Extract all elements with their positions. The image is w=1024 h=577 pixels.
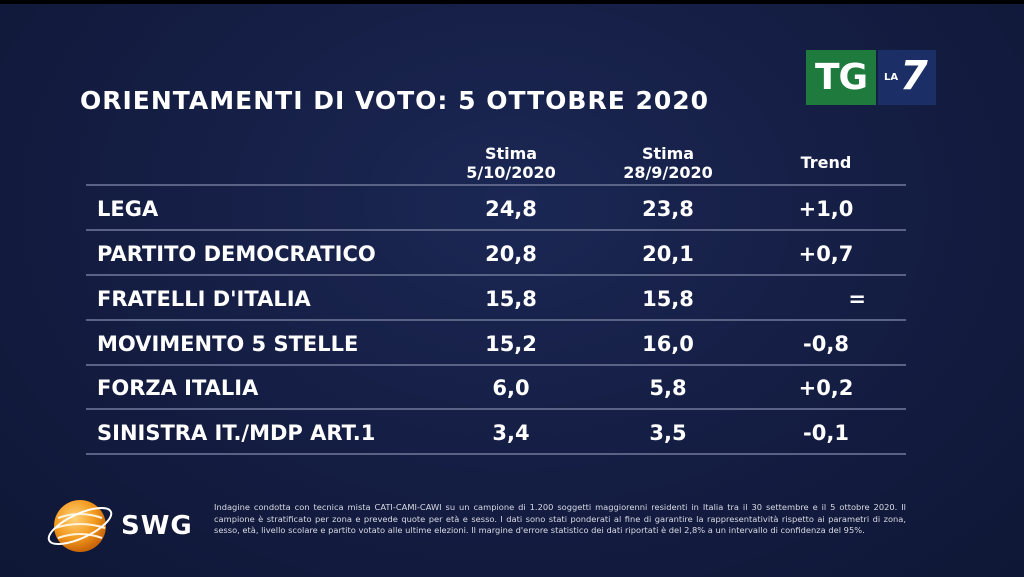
column-header-current-line1: Stima: [484, 144, 538, 163]
la7-logo: LA 7: [878, 50, 936, 105]
column-header-current: Stima 5/10/2020: [451, 144, 571, 182]
estimate-current: 3,4: [492, 421, 530, 445]
table-divider: [86, 408, 906, 410]
estimate-previous: 5,8: [649, 376, 687, 400]
estimate-previous: 16,0: [642, 332, 694, 356]
tg-la7-logo: TG LA 7: [806, 50, 936, 105]
party-name: FRATELLI D'ITALIA: [97, 287, 311, 311]
column-header-previous-line2: 28/9/2020: [623, 163, 713, 182]
table-divider: [86, 453, 906, 455]
trend-value: +1,0: [798, 197, 854, 221]
la7-logo-la: LA: [884, 72, 899, 83]
column-header-trend-label: Trend: [800, 153, 852, 172]
trend-value: =: [848, 287, 866, 311]
globe-icon: [47, 500, 113, 552]
table-divider: [86, 274, 906, 276]
party-name: MOVIMENTO 5 STELLE: [97, 332, 359, 356]
trend-value: -0,8: [803, 332, 849, 356]
table-divider: [86, 229, 906, 231]
methodology-note: Indagine condotta con tecnica mista CATI…: [214, 502, 906, 535]
page-title: ORIENTAMENTI DI VOTO: 5 OTTOBRE 2020: [80, 86, 710, 115]
column-header-current-line2: 5/10/2020: [466, 163, 556, 182]
table-divider: [86, 364, 906, 366]
estimate-previous: 3,5: [649, 421, 687, 445]
column-header-trend: Trend: [766, 153, 886, 172]
column-header-previous: Stima 28/9/2020: [608, 144, 728, 182]
estimate-current: 15,8: [485, 287, 537, 311]
poll-panel: ORIENTAMENTI DI VOTO: 5 OTTOBRE 2020 TG …: [0, 4, 1024, 577]
estimate-previous: 15,8: [642, 287, 694, 311]
la7-logo-seven: 7: [900, 53, 928, 99]
party-name: PARTITO DEMOCRATICO: [97, 242, 376, 266]
trend-value: +0,2: [798, 376, 854, 400]
column-header-previous-line1: Stima: [641, 144, 695, 163]
estimate-current: 6,0: [492, 376, 530, 400]
table-divider: [86, 319, 906, 321]
table-divider: [86, 184, 906, 186]
estimate-previous: 23,8: [642, 197, 694, 221]
swg-logo: SWG: [44, 496, 214, 556]
estimate-previous: 20,1: [642, 242, 694, 266]
tg-logo-text: TG: [806, 50, 876, 105]
party-name: FORZA ITALIA: [97, 376, 259, 400]
estimate-current: 15,2: [485, 332, 537, 356]
swg-logo-text: SWG: [121, 511, 193, 541]
trend-value: +0,7: [798, 242, 854, 266]
party-name: LEGA: [97, 197, 159, 221]
trend-value: -0,1: [803, 421, 849, 445]
estimate-current: 24,8: [485, 197, 537, 221]
party-name: SINISTRA IT./MDP ART.1: [97, 421, 376, 445]
estimate-current: 20,8: [485, 242, 537, 266]
